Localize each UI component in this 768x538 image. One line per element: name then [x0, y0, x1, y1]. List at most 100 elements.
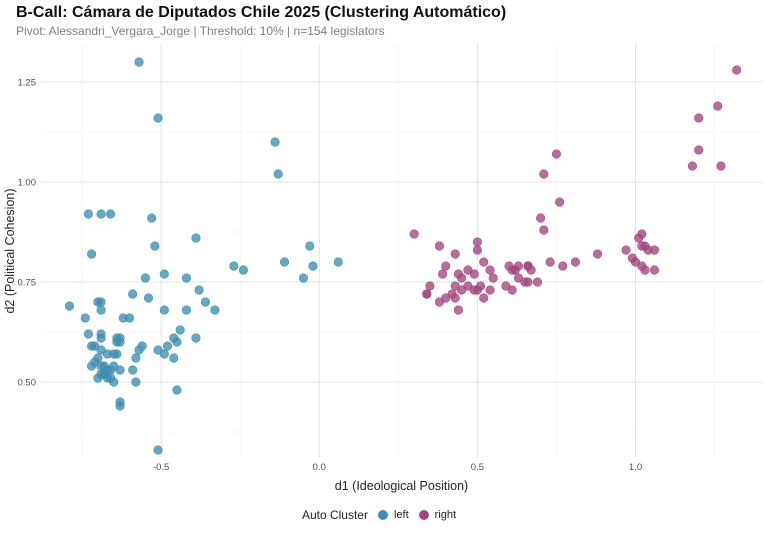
point-left: [115, 401, 125, 411]
legend-item-left: left: [377, 509, 409, 521]
point-left: [86, 249, 97, 259]
point-right: [640, 265, 650, 275]
point-left: [86, 361, 97, 371]
point-left: [298, 273, 309, 283]
point-right: [425, 281, 435, 291]
point-left: [159, 269, 169, 279]
y-tick-label: 0.75: [18, 278, 37, 289]
x-tick-label: 0.5: [471, 462, 484, 473]
point-right: [472, 245, 482, 255]
point-left: [115, 365, 125, 375]
point-right: [479, 257, 489, 267]
point-left: [200, 297, 211, 307]
point-right: [450, 293, 460, 303]
point-left: [112, 337, 122, 347]
point-left: [181, 305, 192, 315]
point-left: [134, 57, 144, 67]
point-right: [441, 261, 451, 271]
point-right: [434, 241, 445, 251]
point-right: [504, 261, 514, 271]
point-right: [526, 265, 536, 275]
point-left: [134, 345, 144, 355]
point-left: [270, 137, 280, 147]
point-right: [453, 305, 464, 315]
x-tick-label: 0.0: [313, 462, 326, 473]
point-right: [732, 65, 742, 75]
point-left: [175, 325, 185, 335]
point-right: [558, 261, 568, 271]
point-right: [621, 245, 631, 255]
point-left: [140, 273, 150, 283]
point-right: [539, 169, 549, 179]
point-right: [501, 281, 511, 291]
point-left: [191, 233, 201, 243]
legend-title: Auto Cluster: [301, 508, 368, 522]
y-tick-label: 1.25: [18, 78, 37, 89]
point-left: [279, 257, 290, 267]
point-right: [456, 273, 467, 283]
point-left: [153, 445, 163, 455]
point-right: [649, 265, 660, 275]
point-left: [128, 365, 138, 375]
point-right: [570, 257, 581, 267]
point-left: [305, 241, 315, 251]
point-left: [93, 297, 103, 307]
point-right: [469, 269, 479, 279]
x-axis-label: d1 (Ideological Position): [335, 479, 468, 493]
chart-title: B-Call: Cámara de Diputados Chile 2025 (…: [16, 4, 507, 21]
point-left: [96, 209, 106, 219]
point-right: [694, 113, 704, 123]
point-right: [485, 265, 495, 275]
point-left: [238, 265, 248, 275]
y-axis-label: d2 (Political Cohesion): [3, 188, 17, 313]
point-right: [539, 225, 549, 235]
point-left: [150, 241, 160, 251]
y-tick-labels: 0.50 0.75 1.00 1.25: [18, 78, 37, 389]
point-right: [469, 285, 479, 295]
y-tick-label: 1.00: [18, 178, 37, 189]
legend-item-right: right: [418, 509, 457, 521]
x-tick-label: -0.5: [153, 462, 169, 473]
point-left: [131, 377, 141, 387]
point-left: [169, 353, 179, 363]
point-left: [191, 333, 201, 343]
point-left: [99, 369, 109, 379]
point-right: [450, 281, 460, 291]
point-left: [93, 353, 103, 363]
point-right: [716, 161, 726, 171]
point-right: [592, 249, 603, 259]
point-right: [555, 197, 565, 207]
point-left: [172, 337, 182, 347]
point-left: [210, 305, 220, 315]
x-tick-label: 1.0: [629, 462, 642, 473]
point-left: [172, 385, 182, 395]
point-right: [649, 245, 660, 255]
point-right: [450, 249, 460, 259]
point-right: [488, 273, 498, 283]
y-tick-label: 0.50: [18, 378, 37, 389]
legend-label-left: left: [393, 509, 409, 521]
point-right: [532, 277, 543, 287]
point-left: [181, 273, 192, 283]
chart-subtitle: Pivot: Alessandri_Vergara_Jorge | Thresh…: [16, 24, 385, 38]
point-left: [308, 261, 318, 271]
point-left: [128, 289, 138, 299]
point-left: [80, 313, 90, 323]
point-left: [333, 257, 343, 267]
legend-label-right: right: [434, 509, 457, 521]
point-left: [229, 261, 239, 271]
point-right: [536, 213, 546, 223]
legend: Auto Cluster left right: [0, 508, 768, 522]
point-right: [694, 145, 704, 155]
major-gridlines: [41, 44, 762, 458]
legend-swatch-right: [418, 510, 429, 520]
point-left: [273, 169, 283, 179]
point-left: [109, 377, 119, 387]
data-points: [64, 57, 742, 455]
point-left: [124, 313, 135, 323]
point-right: [438, 269, 448, 279]
point-left: [143, 293, 154, 303]
x-tick-labels: -0.5 0.0 0.5 1.0: [153, 462, 642, 473]
